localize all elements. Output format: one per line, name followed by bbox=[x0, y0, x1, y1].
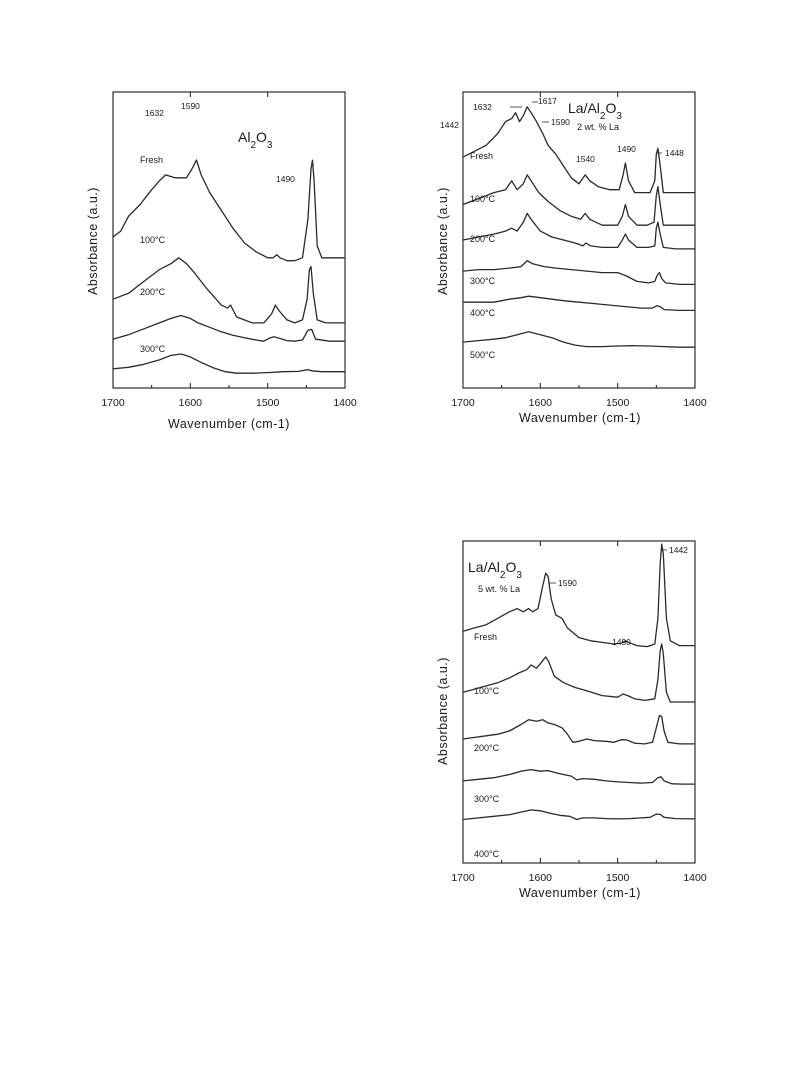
x-tick-label-1400: 1400 bbox=[333, 397, 357, 409]
spectrum-line-fresh bbox=[462, 543, 695, 648]
y-axis-label: Absorbance (a.u.) bbox=[436, 657, 450, 765]
x-tick-label-1700: 1700 bbox=[451, 397, 475, 409]
plot-frame bbox=[462, 91, 696, 389]
peak-label-1590: 1590 bbox=[558, 578, 577, 588]
peak-label-1490: 1490 bbox=[617, 144, 636, 154]
spectrum-line-400c bbox=[462, 809, 696, 821]
series-label: 300°C bbox=[470, 276, 496, 286]
peak-label-1632: 1632 bbox=[145, 108, 164, 118]
peak-label-1540: 1540 bbox=[576, 154, 595, 164]
x-tick-label-1700: 1700 bbox=[451, 872, 475, 884]
series-label: 300°C bbox=[140, 344, 166, 354]
series-label: 400°C bbox=[474, 849, 500, 859]
x-tick-label-1700: 1700 bbox=[101, 397, 125, 409]
chart-title: Al2O3 bbox=[238, 129, 273, 151]
x-axis-label: Wavenumber (cm-1) bbox=[168, 417, 290, 431]
series-label: Fresh bbox=[474, 632, 497, 642]
x-tick-label-1600: 1600 bbox=[179, 397, 203, 409]
series-label: 400°C bbox=[470, 308, 496, 318]
spectrum-line-fresh bbox=[112, 159, 345, 262]
peak-label-1442: 1442 bbox=[669, 545, 688, 555]
series-label: Fresh bbox=[140, 155, 163, 165]
series-label: 500°C bbox=[470, 350, 496, 360]
y-axis-label: Absorbance (a.u.) bbox=[86, 187, 100, 295]
x-tick-label-1500: 1500 bbox=[606, 397, 630, 409]
spectrum-line-400c bbox=[463, 295, 695, 312]
spectrum-line-100c bbox=[462, 643, 695, 703]
x-axis-label: Wavenumber (cm-1) bbox=[519, 411, 641, 425]
peak-label-1442: 1442 bbox=[440, 120, 459, 130]
chart-panel-al2o3: 1700 1600 1500 1400 Absorbance (a.u.) Wavenum… bbox=[86, 91, 459, 431]
spectrum-line-300c bbox=[112, 353, 345, 374]
peak-label-1490: 1490 bbox=[276, 174, 295, 184]
series-label: 300°C bbox=[474, 794, 500, 804]
peak-label-1590: 1590 bbox=[181, 101, 200, 111]
series-label: 200°C bbox=[474, 743, 500, 753]
y-axis-label: Absorbance (a.u.) bbox=[436, 187, 450, 295]
chart-title: La/Al2O3 bbox=[568, 100, 622, 122]
spectrum-line-200c bbox=[462, 212, 695, 250]
series-label: 100°C bbox=[470, 194, 496, 204]
series-label: 200°C bbox=[140, 287, 166, 297]
peak-label-1590: 1590 bbox=[551, 117, 570, 127]
x-tick-label-1600: 1600 bbox=[529, 397, 553, 409]
spectrum-line-200c bbox=[112, 314, 345, 342]
series-label: Fresh bbox=[470, 151, 493, 161]
spectrum-line-200c bbox=[462, 714, 695, 745]
peak-label-1448: 1448 bbox=[665, 148, 684, 158]
spectrum-line-500c bbox=[462, 331, 695, 348]
x-tick-label-1500: 1500 bbox=[606, 872, 630, 884]
chart-subtitle: 5 wt. % La bbox=[478, 584, 520, 594]
series-label: 200°C bbox=[470, 234, 496, 244]
spectrum-line-fresh bbox=[462, 106, 695, 194]
x-axis-label: Wavenumber (cm-1) bbox=[519, 886, 641, 900]
chart-panel-la-5wt: 1700 1600 1500 1400 Absorbance (a.u.) Wavenum… bbox=[436, 540, 707, 900]
peak-label-1632: 1632 bbox=[473, 102, 492, 112]
spectrum-line-300c bbox=[462, 260, 695, 286]
x-tick-label-1400: 1400 bbox=[683, 397, 707, 409]
chart-subtitle: 2 wt. % La bbox=[577, 122, 619, 132]
chart-panel-la-2wt: 1700 1600 1500 1400 Absorbance (a.u.) Wavenum… bbox=[436, 91, 707, 425]
spectrum-line-100c bbox=[112, 257, 345, 324]
x-tick-label-1500: 1500 bbox=[256, 397, 280, 409]
chart-title: La/Al2O3 bbox=[468, 559, 522, 581]
x-tick-label-1600: 1600 bbox=[529, 872, 553, 884]
spectrum-line-300c bbox=[462, 768, 695, 785]
spectrum-line-100c bbox=[462, 174, 695, 226]
peak-label-1617: 1617 bbox=[538, 96, 557, 106]
x-tick-label-1400: 1400 bbox=[683, 872, 707, 884]
peak-label-1490: 1490 bbox=[612, 637, 631, 647]
series-label: 100°C bbox=[474, 686, 500, 696]
series-label: 100°C bbox=[140, 235, 166, 245]
